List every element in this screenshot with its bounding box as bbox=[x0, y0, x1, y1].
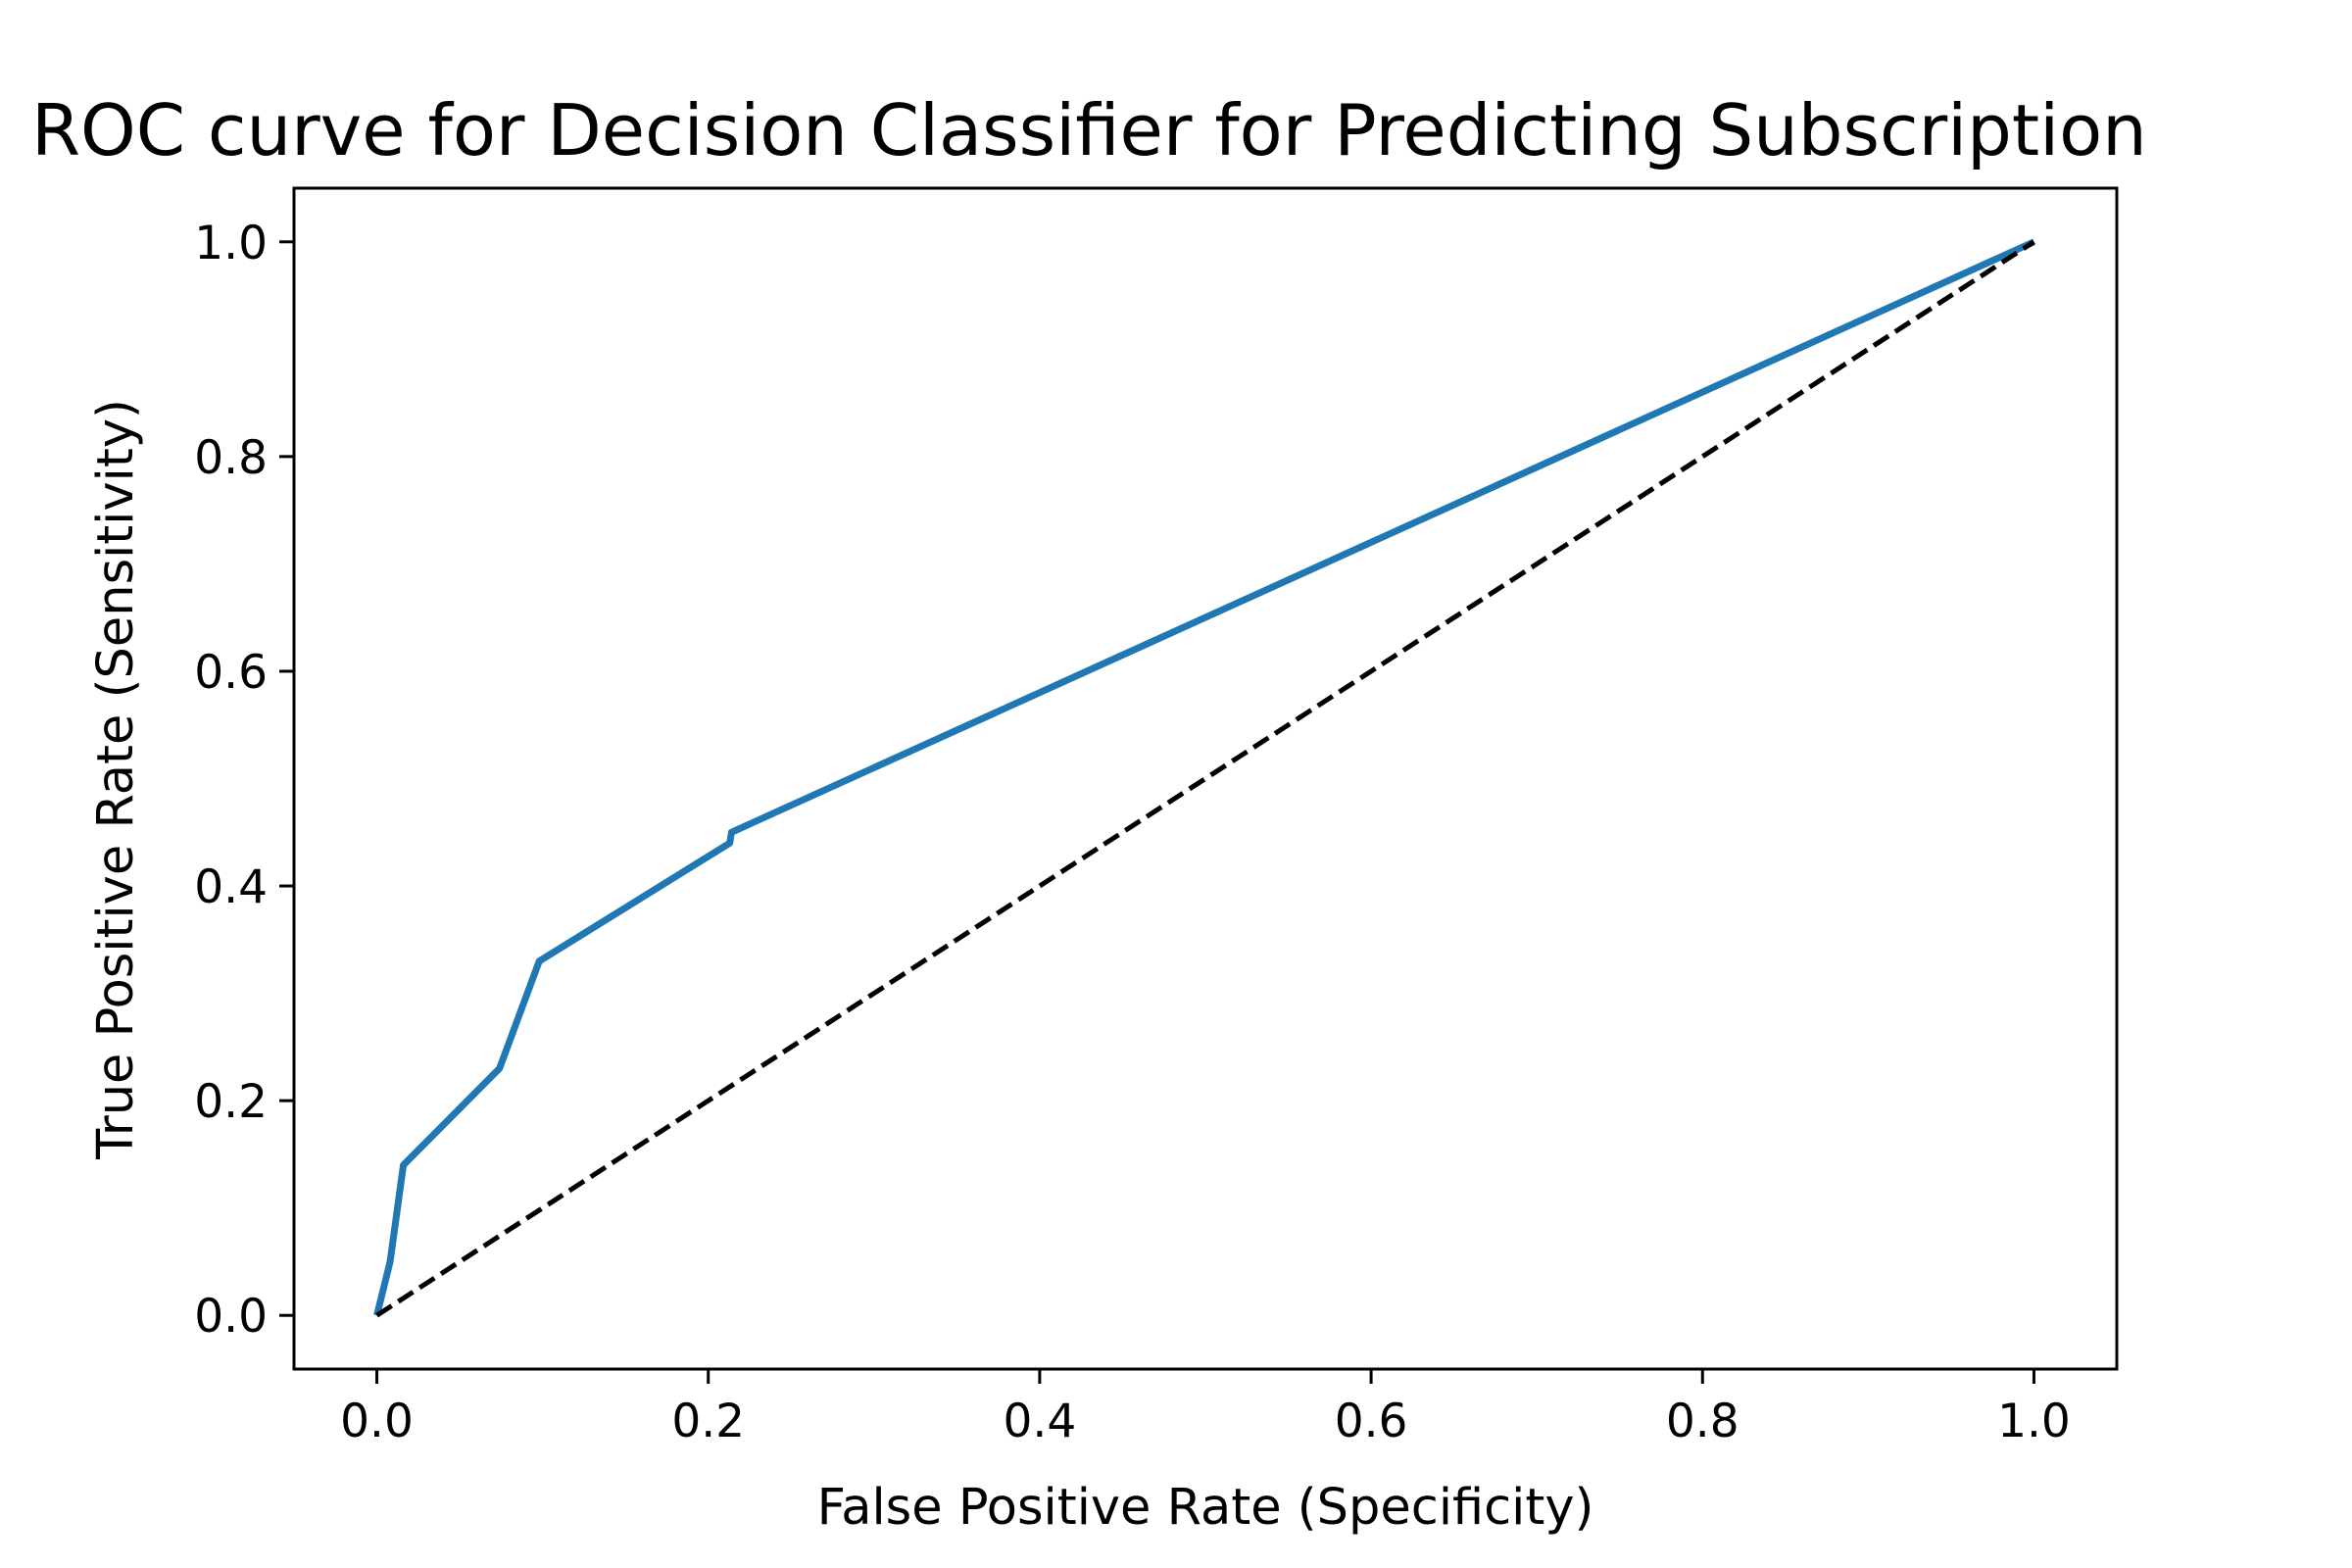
y-tick-label: 0.4 bbox=[194, 860, 268, 914]
x-tick-label: 0.2 bbox=[671, 1395, 745, 1448]
plot-frame bbox=[292, 186, 2119, 1371]
y-tick-label: 1.0 bbox=[194, 217, 268, 270]
x-axis-title: False Positive Rate (Specificity) bbox=[817, 1479, 1594, 1537]
y-tick-label: 0.2 bbox=[194, 1075, 268, 1129]
chart-title: ROC curve for Decision Classifier for Pr… bbox=[31, 89, 2147, 172]
x-tick-label: 0.6 bbox=[1335, 1395, 1408, 1448]
plot-area bbox=[373, 238, 2035, 1318]
y-axis-ticks: 0.0 0.2 0.4 0.6 0.8 1.0 bbox=[194, 217, 294, 1344]
y-tick-label: 0.6 bbox=[194, 646, 268, 700]
x-tick-label: 0.8 bbox=[1666, 1395, 1740, 1448]
x-tick-label: 1.0 bbox=[1997, 1395, 2071, 1448]
chance-diagonal-line bbox=[375, 239, 2035, 1318]
roc-curve-line bbox=[373, 238, 2035, 1317]
x-axis-ticks: 0.0 0.2 0.4 0.6 0.8 1.0 bbox=[340, 1369, 2071, 1448]
y-axis-title: True Positive Rate (Sensitivity) bbox=[87, 399, 145, 1160]
y-tick-label: 0.0 bbox=[194, 1290, 268, 1344]
x-tick-label: 0.0 bbox=[340, 1395, 414, 1448]
y-tick-label: 0.8 bbox=[194, 431, 268, 485]
x-tick-label: 0.4 bbox=[1004, 1395, 1077, 1448]
